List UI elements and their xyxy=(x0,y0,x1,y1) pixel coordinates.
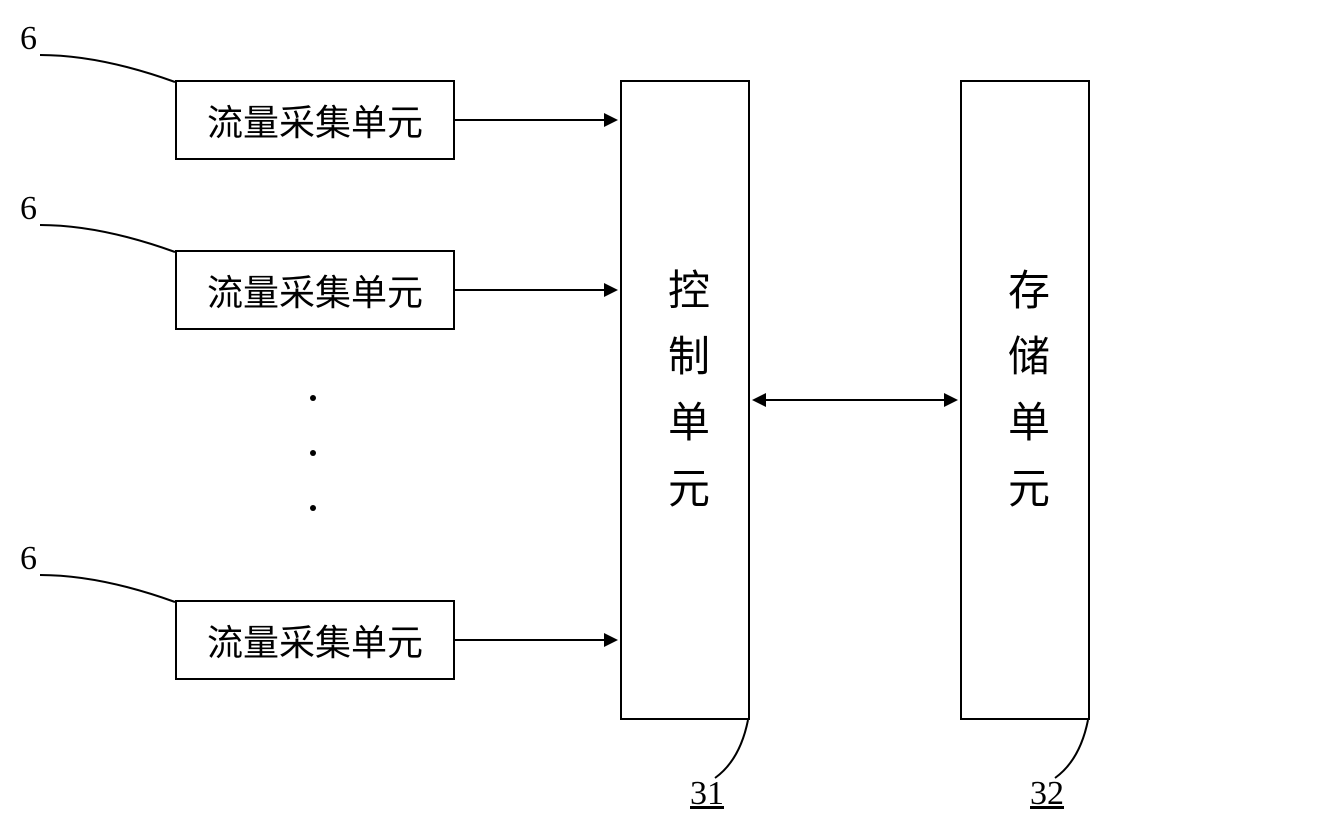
ref-label-32: 32 xyxy=(1030,775,1064,813)
flow-unit-label-3: 流量采集单元 xyxy=(207,614,423,666)
ref-label-6-1: 6 xyxy=(20,20,37,58)
flow-unit-box-2: 流量采集单元 xyxy=(175,250,455,330)
control-unit-box: 控制单元 xyxy=(620,80,750,720)
leader-6-3 xyxy=(40,575,175,602)
storage-unit-label: 存储单元 xyxy=(995,268,1056,532)
arrow-line-2 xyxy=(455,289,606,291)
ref-label-6-3: 6 xyxy=(20,540,37,578)
leader-6-2 xyxy=(40,225,175,252)
leader-31 xyxy=(715,720,748,778)
arrow-line-3 xyxy=(455,639,606,641)
arrow-head-1 xyxy=(604,113,618,127)
flow-unit-box-3: 流量采集单元 xyxy=(175,600,455,680)
leader-32 xyxy=(1055,720,1088,778)
flow-unit-label-2: 流量采集单元 xyxy=(207,264,423,316)
ref-label-31: 31 xyxy=(690,775,724,813)
ellipsis-dot xyxy=(310,450,316,456)
leader-6-1 xyxy=(40,55,175,82)
arrow-head-3 xyxy=(604,633,618,647)
bidir-arrow-left xyxy=(752,393,766,407)
flow-unit-label-1: 流量采集单元 xyxy=(207,94,423,146)
ellipsis-dot xyxy=(310,395,316,401)
flow-unit-box-1: 流量采集单元 xyxy=(175,80,455,160)
bidir-arrow-line xyxy=(765,399,945,401)
arrow-head-2 xyxy=(604,283,618,297)
bidir-arrow-right xyxy=(944,393,958,407)
control-unit-label: 控制单元 xyxy=(655,268,716,532)
ellipsis-dot xyxy=(310,505,316,511)
storage-unit-box: 存储单元 xyxy=(960,80,1090,720)
arrow-line-1 xyxy=(455,119,606,121)
ref-label-6-2: 6 xyxy=(20,190,37,228)
